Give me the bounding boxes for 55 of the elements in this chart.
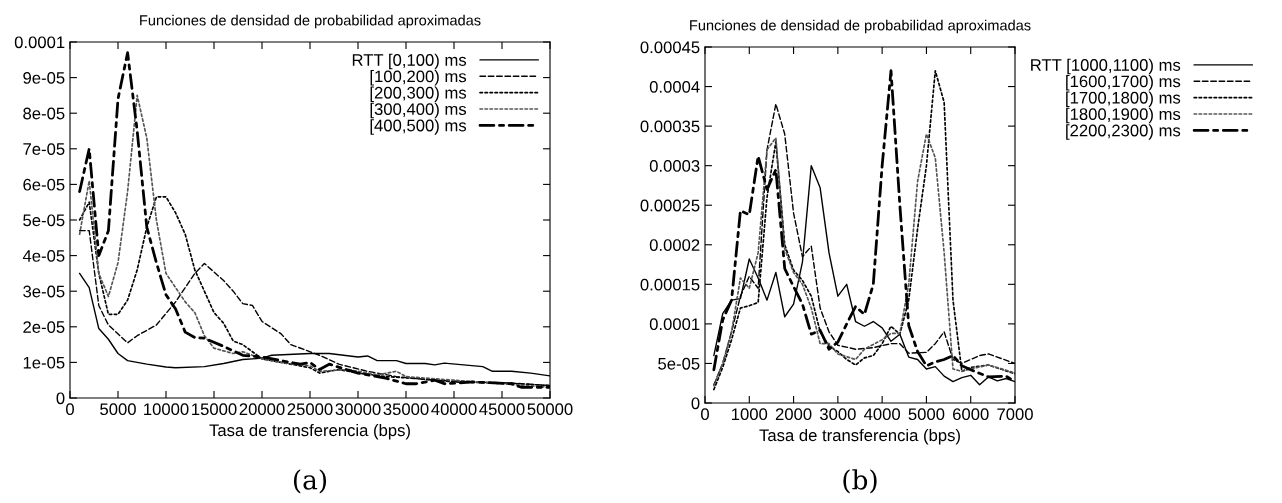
y-tick-label: 8e-05 bbox=[23, 107, 65, 120]
x-tick-label: 15000 bbox=[192, 403, 237, 416]
x-tick-label: 50000 bbox=[527, 403, 573, 416]
legend-label: RTT [0,100) ms bbox=[352, 53, 467, 70]
y-tick-label: 5e-05 bbox=[23, 214, 65, 227]
x-tick-label: 5000 bbox=[908, 408, 945, 421]
y-tick-label: 7e-05 bbox=[23, 143, 65, 155]
y-tick-label: 9e-05 bbox=[23, 72, 65, 84]
y-tick-label: 5e-05 bbox=[658, 357, 700, 370]
legend-label: [200,300) ms bbox=[370, 86, 467, 102]
x-tick-label: 0 bbox=[701, 408, 709, 421]
y-tick-label: 2e-05 bbox=[23, 321, 65, 333]
y-tick-label: 0.00015 bbox=[640, 278, 700, 291]
x-tick-label: 1000 bbox=[732, 408, 768, 421]
x-tick-label: 35000 bbox=[383, 403, 429, 416]
y-tick-label: 0.00035 bbox=[640, 120, 700, 133]
x-tick-label: 45000 bbox=[479, 403, 525, 416]
text: (a) bbox=[293, 469, 327, 494]
x-tick-label: 0 bbox=[66, 403, 74, 416]
x-tick-label: 4000 bbox=[863, 408, 901, 421]
y-tick-label: 1e-05 bbox=[23, 356, 65, 369]
x-tick-label: 6000 bbox=[953, 408, 989, 421]
y-tick-label: 0.00025 bbox=[640, 199, 700, 212]
y-tick-label: 0.0001 bbox=[14, 36, 65, 49]
y-tick-label: 0.0003 bbox=[649, 160, 700, 172]
y-tick-label: 0.00045 bbox=[640, 41, 700, 54]
x-tick-label: 20000 bbox=[239, 403, 285, 416]
y-tick-label: 0.0001 bbox=[649, 318, 700, 331]
y-tick-label: 0.0002 bbox=[649, 239, 700, 251]
x-tick-label: 2000 bbox=[775, 408, 812, 421]
y-tick-label: 0.0004 bbox=[649, 80, 700, 93]
legend-label: [1600,1700) ms bbox=[1066, 75, 1181, 91]
x-tick-label: 40000 bbox=[431, 403, 477, 416]
legend-label: [2200,2300) ms bbox=[1066, 124, 1181, 140]
legend-label: [400,500) ms bbox=[370, 119, 467, 135]
x-axis-title: Tasa de transferencia (bps) bbox=[209, 423, 410, 440]
chart-title: Funciones de densidad de probabilidad aproximadas bbox=[690, 19, 1031, 34]
y-tick-label: 6e-05 bbox=[23, 178, 65, 191]
x-tick-label: 30000 bbox=[335, 403, 381, 416]
text: (b) bbox=[843, 469, 877, 494]
x-axis-title: Tasa de transferencia (bps) bbox=[759, 428, 960, 445]
x-tick-label: 7000 bbox=[997, 408, 1033, 421]
y-tick-label: 0 bbox=[56, 392, 65, 405]
x-tick-label: 25000 bbox=[287, 403, 333, 416]
x-tick-label: 10000 bbox=[144, 403, 189, 416]
legend-label: [100,200) ms bbox=[370, 70, 467, 86]
x-tick-label: 3000 bbox=[819, 408, 856, 421]
legend-label: [1800,1900) ms bbox=[1066, 107, 1181, 124]
y-tick-label: 3e-05 bbox=[23, 285, 65, 298]
x-tick-label: 5000 bbox=[100, 403, 136, 416]
y-tick-label: 4e-05 bbox=[22, 250, 65, 262]
legend-label: RTT [1000,1100) ms bbox=[1031, 58, 1181, 75]
legend-label: [300,400) ms bbox=[370, 102, 467, 119]
chart-title: Funciones de densidad de probabilidad aproximadas bbox=[140, 14, 481, 29]
legend-label: [1700,1800) ms bbox=[1066, 91, 1181, 107]
